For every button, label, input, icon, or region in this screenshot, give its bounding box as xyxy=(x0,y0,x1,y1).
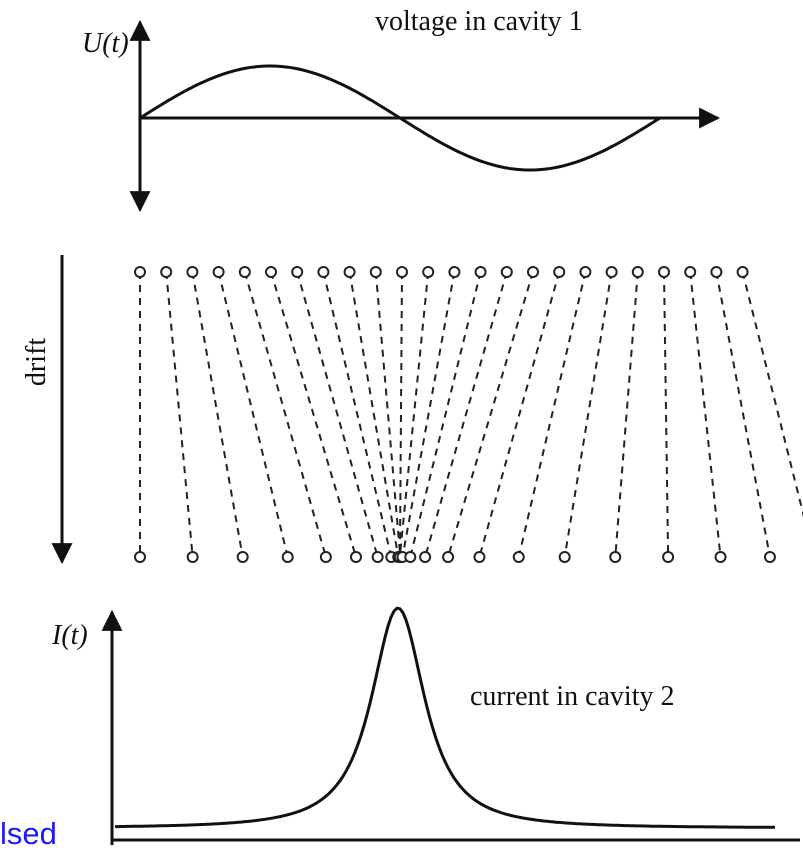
electron xyxy=(236,551,249,563)
electron xyxy=(658,266,670,278)
trajectory xyxy=(401,271,456,558)
electron xyxy=(710,266,723,278)
drift-label: drift xyxy=(21,338,52,386)
trajectory xyxy=(191,271,244,558)
electron xyxy=(134,551,146,563)
electron xyxy=(186,266,199,278)
electron xyxy=(527,266,539,278)
electron xyxy=(349,551,362,563)
current-curve xyxy=(115,606,775,829)
trajectory xyxy=(715,271,771,558)
trajectory xyxy=(741,271,803,518)
trajectory xyxy=(398,271,403,558)
trajectory xyxy=(374,271,402,558)
electron xyxy=(500,266,513,278)
trajectory xyxy=(398,271,430,558)
trajectory xyxy=(270,271,357,558)
trajectory xyxy=(663,271,670,558)
electron xyxy=(396,266,408,278)
trajectory xyxy=(447,271,534,558)
electron xyxy=(281,551,294,563)
trajectory xyxy=(614,271,639,558)
electron xyxy=(404,551,417,563)
electron xyxy=(474,266,487,278)
electron xyxy=(473,551,486,563)
electron xyxy=(558,551,571,563)
electron xyxy=(212,266,225,278)
electron xyxy=(512,551,525,563)
electron xyxy=(662,551,675,563)
electron xyxy=(448,266,461,278)
electron xyxy=(238,266,251,278)
electron xyxy=(605,266,618,278)
electron xyxy=(442,551,455,563)
electron xyxy=(422,266,435,278)
electron xyxy=(369,266,382,278)
electron xyxy=(291,266,304,278)
electron xyxy=(579,266,592,278)
electron xyxy=(631,266,644,278)
electron xyxy=(186,551,199,563)
i-label: I(t) xyxy=(51,620,88,651)
trajectory xyxy=(409,271,482,558)
electron xyxy=(160,266,173,278)
current-title: current in cavity 2 xyxy=(470,681,674,712)
trajectory xyxy=(243,271,327,558)
trajectory xyxy=(296,271,379,558)
electron xyxy=(553,266,566,278)
electron xyxy=(714,551,727,563)
trajectory xyxy=(478,271,561,558)
electron xyxy=(419,551,432,563)
trajectory xyxy=(322,271,393,558)
voltage-curve xyxy=(139,64,661,172)
electron xyxy=(343,266,356,278)
trajectory xyxy=(689,271,722,558)
trajectory xyxy=(424,271,508,558)
electron xyxy=(371,551,384,563)
overlay-text: lsed xyxy=(0,816,57,848)
electron xyxy=(736,266,749,278)
electron-trajectories xyxy=(134,266,803,563)
trajectory xyxy=(563,271,613,558)
voltage-title: voltage in cavity 1 xyxy=(375,6,583,37)
trajectory xyxy=(165,271,194,558)
electron xyxy=(319,551,332,563)
electron xyxy=(684,266,697,278)
trajectory xyxy=(517,271,587,558)
trajectory xyxy=(217,271,289,558)
electron xyxy=(265,266,277,278)
electron xyxy=(763,551,776,563)
u-label: U(t) xyxy=(82,28,129,59)
electron xyxy=(317,266,330,278)
electron xyxy=(609,551,622,563)
electron xyxy=(134,266,146,278)
trajectory xyxy=(348,271,400,558)
